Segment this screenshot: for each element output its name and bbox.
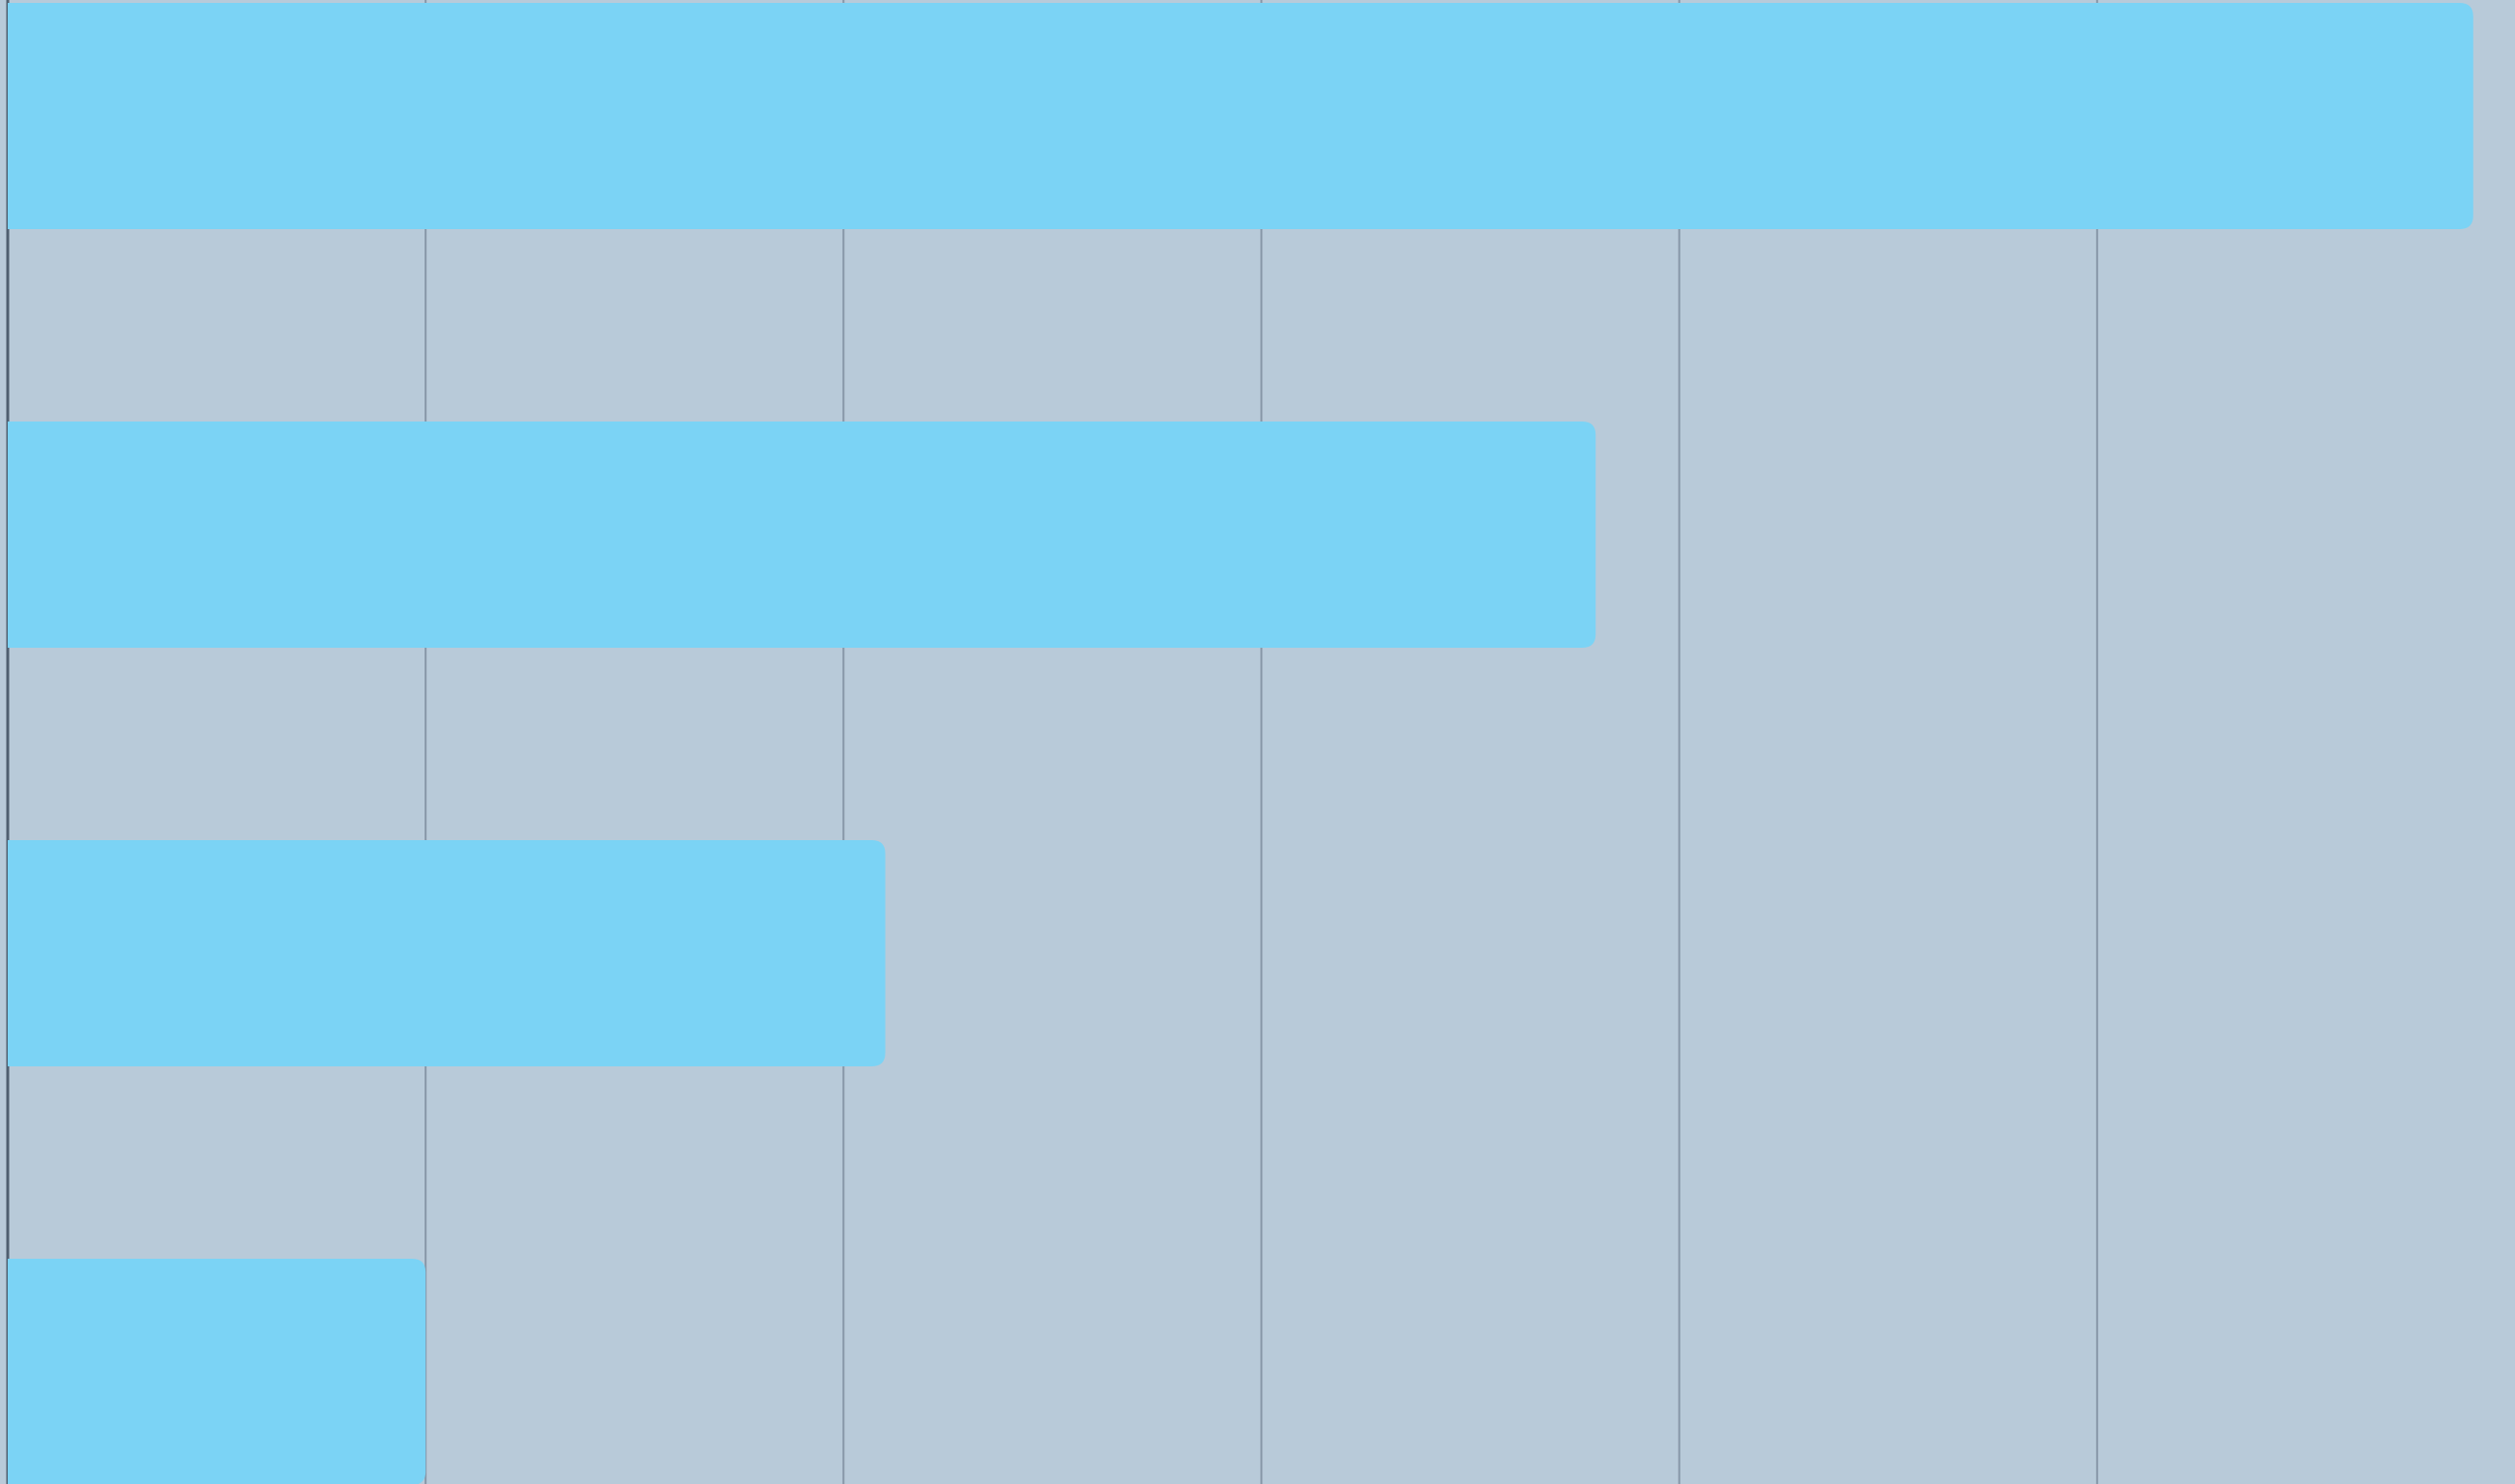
bar — [8, 1259, 426, 1484]
bar — [8, 840, 886, 1066]
bar — [8, 3, 2473, 229]
bar — [8, 422, 1596, 648]
